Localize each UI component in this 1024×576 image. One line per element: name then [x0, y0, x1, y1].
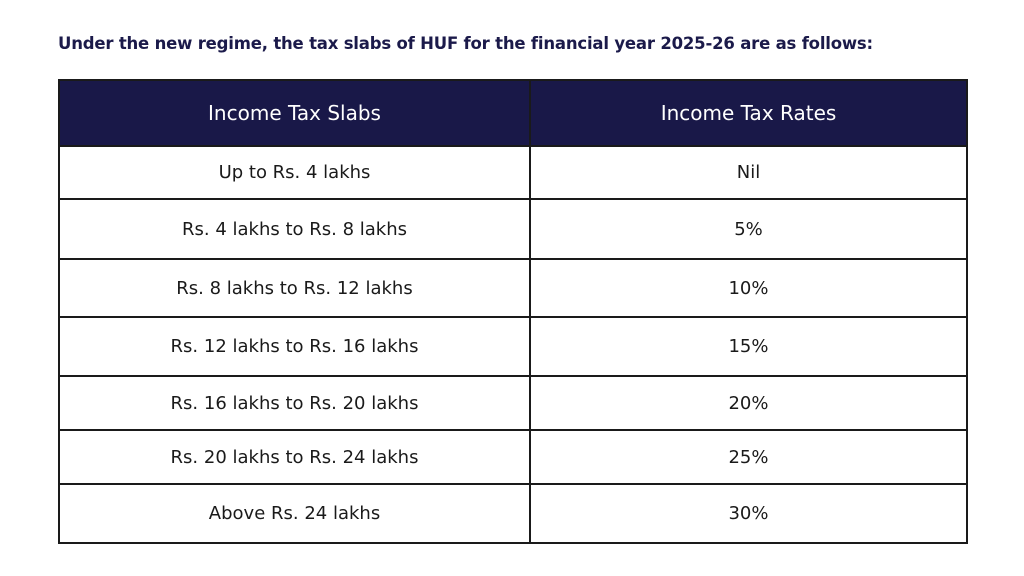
table-row: Rs. 20 lakhs to Rs. 24 lakhs 25% — [58, 429, 968, 485]
slab-cell: Above Rs. 24 lakhs — [58, 483, 531, 544]
column-header-rates: Income Tax Rates — [529, 79, 968, 147]
table-row: Above Rs. 24 lakhs 30% — [58, 483, 968, 544]
rate-cell: 30% — [529, 483, 968, 544]
rate-cell: 25% — [529, 429, 968, 485]
tax-slab-table: Income Tax Slabs Income Tax Rates Up to … — [58, 79, 968, 544]
table-header-row: Income Tax Slabs Income Tax Rates — [58, 79, 968, 147]
table-row: Rs. 16 lakhs to Rs. 20 lakhs 20% — [58, 375, 968, 431]
slab-cell: Rs. 8 lakhs to Rs. 12 lakhs — [58, 258, 531, 318]
section-heading: Under the new regime, the tax slabs of H… — [58, 34, 873, 53]
slab-cell: Rs. 16 lakhs to Rs. 20 lakhs — [58, 375, 531, 431]
column-header-slabs: Income Tax Slabs — [58, 79, 531, 147]
table-row: Rs. 4 lakhs to Rs. 8 lakhs 5% — [58, 198, 968, 260]
table-row: Up to Rs. 4 lakhs Nil — [58, 145, 968, 200]
table-row: Rs. 12 lakhs to Rs. 16 lakhs 15% — [58, 316, 968, 377]
table-row: Rs. 8 lakhs to Rs. 12 lakhs 10% — [58, 258, 968, 318]
slab-cell: Rs. 20 lakhs to Rs. 24 lakhs — [58, 429, 531, 485]
slab-cell: Rs. 4 lakhs to Rs. 8 lakhs — [58, 198, 531, 260]
rate-cell: 15% — [529, 316, 968, 377]
rate-cell: 10% — [529, 258, 968, 318]
rate-cell: 20% — [529, 375, 968, 431]
slab-cell: Rs. 12 lakhs to Rs. 16 lakhs — [58, 316, 531, 377]
slab-cell: Up to Rs. 4 lakhs — [58, 145, 531, 200]
rate-cell: 5% — [529, 198, 968, 260]
rate-cell: Nil — [529, 145, 968, 200]
